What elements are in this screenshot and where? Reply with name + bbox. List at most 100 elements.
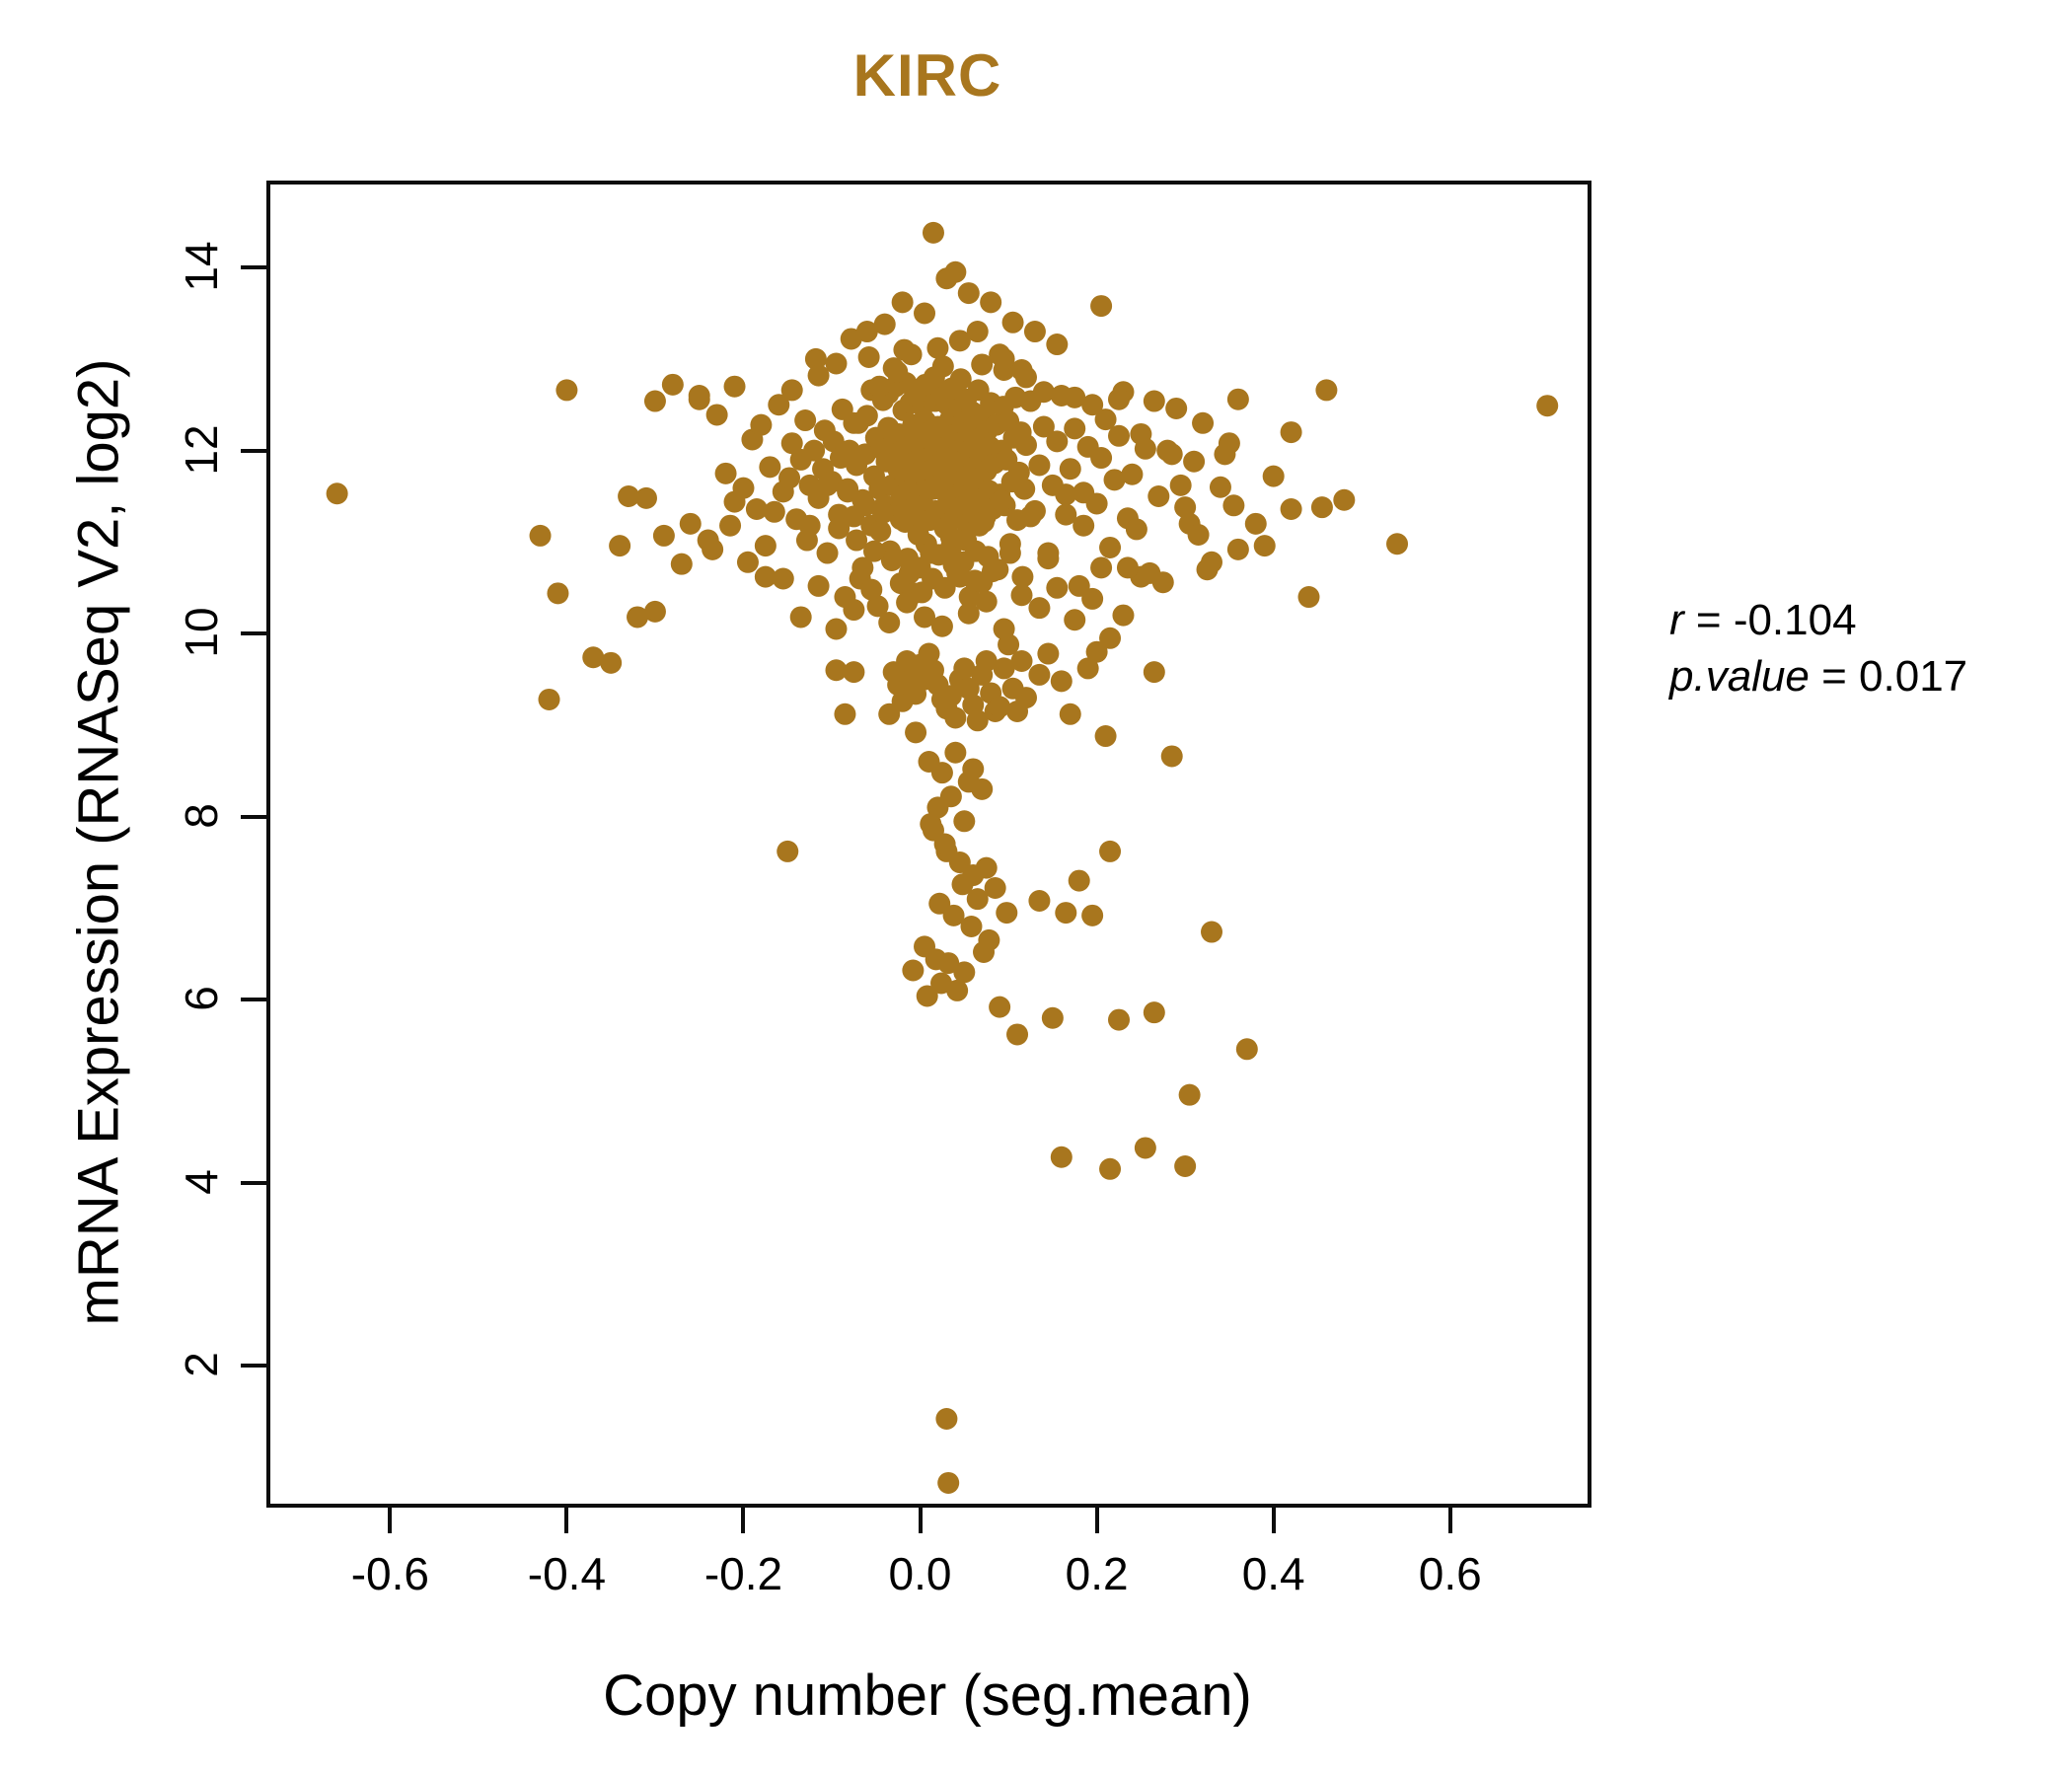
- p-value: 0.017: [1859, 652, 1968, 702]
- page-title: KIRC: [852, 42, 1002, 109]
- data-point: [825, 618, 848, 640]
- correlation-line: r = -0.104: [1669, 592, 1967, 648]
- data-point: [873, 313, 896, 335]
- data-point: [957, 602, 980, 625]
- data-point: [851, 556, 874, 579]
- data-point: [634, 486, 657, 509]
- data-point: [1099, 536, 1122, 558]
- data-point: [1010, 584, 1033, 607]
- data-point: [1253, 535, 1276, 557]
- data-point: [754, 565, 777, 588]
- x-axis-tick: [1094, 1508, 1099, 1533]
- data-point: [1073, 514, 1095, 537]
- data-point: [1099, 840, 1122, 862]
- data-point: [1028, 663, 1051, 686]
- data-point: [777, 840, 799, 862]
- data-point: [1055, 902, 1077, 925]
- data-point: [944, 706, 967, 729]
- statistics-annotation: r = -0.104 p.value = 0.017: [1669, 592, 1967, 704]
- data-point: [942, 554, 965, 576]
- data-point: [1081, 394, 1104, 416]
- data-point: [933, 576, 956, 599]
- data-point: [1143, 1001, 1165, 1024]
- data-point: [1013, 478, 1036, 500]
- data-point: [898, 561, 921, 584]
- data-point: [993, 347, 1015, 370]
- data-point: [1007, 461, 1030, 483]
- data-point: [679, 512, 702, 535]
- x-axis-tick-label: 0.4: [1241, 1548, 1305, 1599]
- data-point: [922, 221, 944, 244]
- data-point: [1116, 556, 1139, 579]
- scatter-points-layer: [326, 221, 1559, 1494]
- x-axis-tick: [388, 1508, 393, 1533]
- data-point: [1183, 450, 1206, 473]
- y-axis-tick: [241, 814, 266, 819]
- data-point: [953, 961, 976, 984]
- data-point: [868, 375, 891, 398]
- data-point: [1010, 649, 1033, 672]
- data-point: [816, 542, 839, 564]
- data-point: [1094, 408, 1117, 431]
- data-point: [780, 379, 803, 402]
- data-point: [1037, 548, 1060, 570]
- r-value: -0.104: [1733, 596, 1857, 644]
- data-point: [869, 520, 892, 543]
- y-axis-tick-label: 12: [176, 424, 227, 476]
- data-point: [1001, 311, 1024, 333]
- data-point: [966, 709, 989, 732]
- data-point: [1178, 1083, 1201, 1106]
- data-point: [946, 979, 969, 1001]
- x-axis-tick: [741, 1508, 746, 1533]
- data-point: [1280, 421, 1302, 444]
- data-point: [1196, 558, 1219, 581]
- data-point: [981, 560, 1003, 583]
- data-point: [772, 567, 794, 590]
- data-point: [768, 394, 790, 416]
- data-point: [1090, 295, 1113, 318]
- data-point: [1090, 447, 1113, 470]
- data-point: [1081, 587, 1104, 610]
- x-axis-tick-label: 0.2: [1065, 1548, 1129, 1599]
- data-point: [854, 494, 877, 517]
- data-point: [803, 439, 826, 462]
- data-point: [1121, 463, 1144, 485]
- data-point: [1235, 1038, 1258, 1061]
- data-point: [1094, 725, 1117, 748]
- data-point: [1262, 465, 1285, 487]
- data-point: [1064, 609, 1086, 631]
- data-point: [930, 615, 953, 637]
- data-point: [754, 535, 777, 557]
- data-point: [1112, 604, 1135, 627]
- x-axis-tick-label: 0.6: [1418, 1548, 1482, 1599]
- data-point: [705, 404, 728, 426]
- data-point: [1028, 890, 1051, 913]
- data-point: [944, 741, 967, 764]
- data-point: [1081, 904, 1104, 926]
- data-point: [1099, 1157, 1122, 1180]
- data-point: [975, 590, 998, 613]
- data-point: [736, 551, 759, 573]
- data-point: [750, 413, 773, 436]
- data-point: [1032, 415, 1055, 438]
- data-point: [990, 489, 1012, 512]
- data-point: [1280, 498, 1302, 520]
- data-point: [837, 478, 859, 500]
- data-point: [732, 477, 755, 499]
- data-point: [609, 535, 631, 557]
- data-point: [937, 1471, 960, 1494]
- x-axis-tick: [918, 1508, 923, 1533]
- data-point: [980, 291, 1002, 314]
- data-point: [714, 462, 737, 484]
- x-axis-tick-label: -0.6: [350, 1548, 429, 1599]
- data-point: [1046, 333, 1069, 356]
- r-symbol: r: [1669, 596, 1684, 644]
- data-point: [843, 411, 865, 434]
- data-point: [935, 1408, 958, 1431]
- data-point: [843, 661, 865, 684]
- data-point: [789, 606, 812, 629]
- data-point: [759, 456, 781, 479]
- data-point: [643, 600, 666, 623]
- data-point: [652, 524, 675, 547]
- data-point: [948, 330, 971, 352]
